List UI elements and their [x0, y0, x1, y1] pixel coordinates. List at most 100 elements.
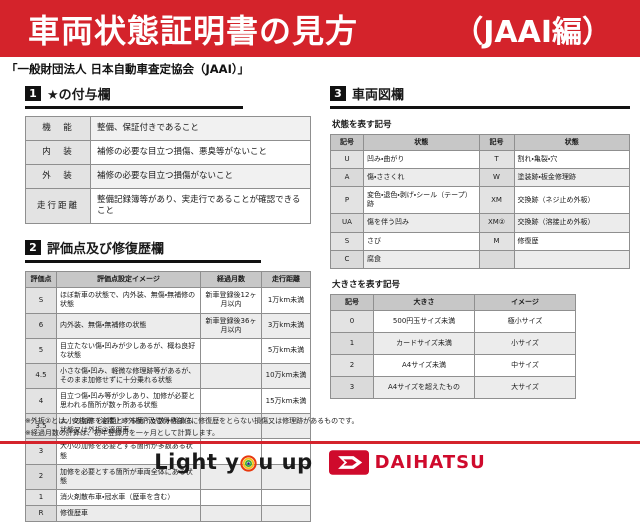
page-title-edition: （JAAI編） — [453, 14, 612, 50]
column-header: 大きさ — [373, 293, 475, 311]
section1-number-badge: 1 — [25, 86, 41, 101]
table-row: 内 装補修の必要な目立つ損傷、悪臭等がないこと — [25, 140, 311, 166]
table-row: S ほぼ新車の状態で、内外装、無傷・無補修の状態 新車登録後12ヶ月以内 1万km未満 — [25, 287, 311, 314]
table-cell: 目立たない傷・凹みが少しあるが、概ね良好な状態 — [56, 337, 201, 364]
table-cell: 補修の必要な目立つ損傷がないこと — [90, 164, 311, 190]
table-row: P 変色・退色・剥げ・シール（テープ）跡 XM 交換跡（ネジ止め外板） — [330, 186, 630, 215]
evaluation-score-table: 評価点 評価点設定イメージ 経過月数 走行距離 S ほぼ新車の状態で、内外装、無傷… — [25, 271, 311, 522]
table-cell: 3 — [330, 376, 374, 400]
table-row: 4.5 小さな傷・凹み、軽微な修理跡等があるが、そのまま加修せずに十分乗れる状態 1… — [25, 362, 311, 390]
table-cell: T — [478, 150, 515, 170]
table-cell — [261, 488, 311, 506]
table-cell — [200, 388, 262, 415]
table-cell: 機 能 — [25, 115, 91, 142]
table-cell — [200, 337, 262, 364]
table-cell — [200, 413, 262, 440]
table-cell: 1 — [330, 331, 374, 356]
table-cell: 交換跡（ネジ止め外板） — [513, 186, 630, 215]
table-header-row: 評価点 評価点設定イメージ 経過月数 走行距離 — [25, 271, 311, 289]
column-header: イメージ — [474, 293, 576, 311]
table-cell: 5 — [25, 337, 57, 364]
table-cell: 傷を伴う凹み — [363, 213, 480, 233]
table-row: 5 目立たない傷・凹みが少しあるが、概ね良好な状態 5万km未満 — [25, 337, 311, 364]
title-banner: 車両状態証明書の見方 （JAAI編） — [0, 0, 640, 57]
table-cell: R — [25, 504, 57, 522]
table-cell: 整備、保証付きであること — [90, 115, 311, 142]
table-cell: W — [478, 168, 515, 188]
target-ring-icon — [240, 454, 258, 472]
footnote-line: ※経過月数の計算は、初年登録月を一ヶ月として計算します。 — [25, 428, 219, 437]
state-symbol-table: 記号 状態 記号 状態 U 凹み・曲がり T 割れ・亀裂・穴 A 傷・ささくれ W 塗装跡・板… — [330, 133, 630, 269]
table-row: 1 カードサイズ未満 小サイズ — [330, 331, 576, 356]
table-cell: 変色・退色・剥げ・シール（テープ）跡 — [363, 186, 480, 215]
table-cell: 内外装、無傷・無補修の状態 — [56, 312, 201, 339]
table-row: S さび M 修復歴 — [330, 231, 630, 251]
table-cell: 大小の加修を必要とする箇所が数ヶ所ある状態又は外板②適用車 — [56, 413, 201, 440]
table-row: 1 消火剤散布車・冠水車（歴車を含む） — [25, 488, 311, 506]
column-header: 評価点設定イメージ — [56, 271, 201, 289]
section3-header: 3 車両図欄 — [330, 84, 630, 109]
table-cell: S — [25, 287, 57, 314]
table-cell: 消火剤散布車・冠水車（歴車を含む） — [56, 488, 201, 506]
table-cell: A4サイズ未満 — [373, 354, 475, 378]
table-row: 0 500円玉サイズ未満 極小サイズ — [330, 309, 576, 333]
table-cell: 500円玉サイズ未満 — [373, 309, 475, 333]
table-cell: S — [330, 231, 364, 251]
organization-subtitle: 「一般財団法人 日本自動車査定協会（JAAI）」 — [6, 62, 250, 76]
size-symbol-table: 記号 大きさ イメージ 0 500円玉サイズ未満 極小サイズ 1 カードサイズ未満 小サイ… — [330, 293, 576, 400]
table-cell: 目立つ傷・凹み等が少しあり、加修が必要と思われる箇所が数ヶ所ある状態 — [56, 388, 201, 415]
table-cell: 極小サイズ — [474, 309, 576, 333]
table-cell: 小さな傷・凹み、軽微な修理跡等があるが、そのまま加修せずに十分乗れる状態 — [56, 362, 201, 390]
light-you-up-logo: Light y u up — [154, 450, 312, 474]
column-header: 状態 — [363, 133, 480, 152]
table-cell: 1万km未満 — [261, 287, 311, 314]
column-header: 評価点 — [25, 271, 57, 289]
table-cell: 修復歴 — [513, 231, 630, 251]
table-cell: XM — [478, 186, 515, 215]
table-row: 2 A4サイズ未満 中サイズ — [330, 354, 576, 378]
table-row: UA 傷を伴う凹み XM② 交換跡（溶接止め外板） — [330, 213, 630, 233]
table-cell — [200, 488, 262, 506]
table-cell: U — [330, 150, 364, 170]
table-cell: さび — [363, 231, 480, 251]
table-row: R 修復歴車 — [25, 504, 311, 522]
table-cell: 1 — [25, 488, 57, 506]
section3-number-badge: 3 — [330, 86, 346, 101]
table-cell: 傷・ささくれ — [363, 168, 480, 188]
table-row: 外 装補修の必要な目立つ損傷がないこと — [25, 164, 311, 190]
table-header-row: 記号 状態 記号 状態 — [330, 133, 630, 152]
section2-number-badge: 2 — [25, 240, 41, 256]
section1-title: ★の付与欄 — [47, 88, 111, 103]
table-cell: 15万km未満 — [261, 388, 311, 415]
table-row: 6 内外装、無傷・無補修の状態 新車登録後36ヶ月以内 3万km未満 — [25, 312, 311, 339]
slogan-text-pre: Light y — [154, 450, 240, 474]
table-cell: 5万km未満 — [261, 337, 311, 364]
table-cell: 小サイズ — [474, 331, 576, 356]
table-cell: 新車登録後12ヶ月以内 — [200, 287, 262, 314]
table-row: 4 目立つ傷・凹み等が少しあり、加修が必要と思われる箇所が数ヶ所ある状態 15万km… — [25, 388, 311, 415]
slogan-text-post: u up — [258, 450, 313, 474]
table-cell: 腐食 — [363, 249, 480, 269]
table-cell: ほぼ新車の状態で、内外装、無傷・無補修の状態 — [56, 287, 201, 314]
star-criteria-table: 機 能整備、保証付きであること内 装補修の必要な目立つ損傷、悪臭等がないこと外 … — [25, 115, 311, 225]
table-cell: 2 — [330, 354, 374, 378]
table-cell: 内 装 — [25, 140, 91, 166]
red-divider — [0, 441, 640, 444]
right-column: 3 車両図欄 状態を表す記号 記号 状態 記号 状態 U 凹み・曲がり T 割れ・亀裂… — [330, 84, 630, 400]
size-table-caption: 大きさを表す記号 — [332, 279, 401, 290]
table-row: U 凹み・曲がり T 割れ・亀裂・穴 — [330, 150, 630, 170]
column-header: 記号 — [330, 293, 374, 311]
table-row: 3 A4サイズを超えたもの 大サイズ — [330, 376, 576, 400]
column-header: 記号 — [330, 133, 364, 152]
table-cell — [261, 413, 311, 440]
table-header-row: 記号 大きさ イメージ — [330, 293, 576, 311]
daihatsu-logo: DAIHATSU — [328, 449, 486, 475]
table-cell — [478, 249, 515, 269]
section2-header: 2 評価点及び修復歴欄 — [25, 238, 261, 264]
table-cell: A4サイズを超えたもの — [373, 376, 475, 400]
table-cell: M — [478, 231, 515, 251]
table-cell — [200, 362, 262, 390]
section3-title: 車両図欄 — [352, 88, 405, 103]
state-table-caption: 状態を表す記号 — [332, 120, 392, 130]
